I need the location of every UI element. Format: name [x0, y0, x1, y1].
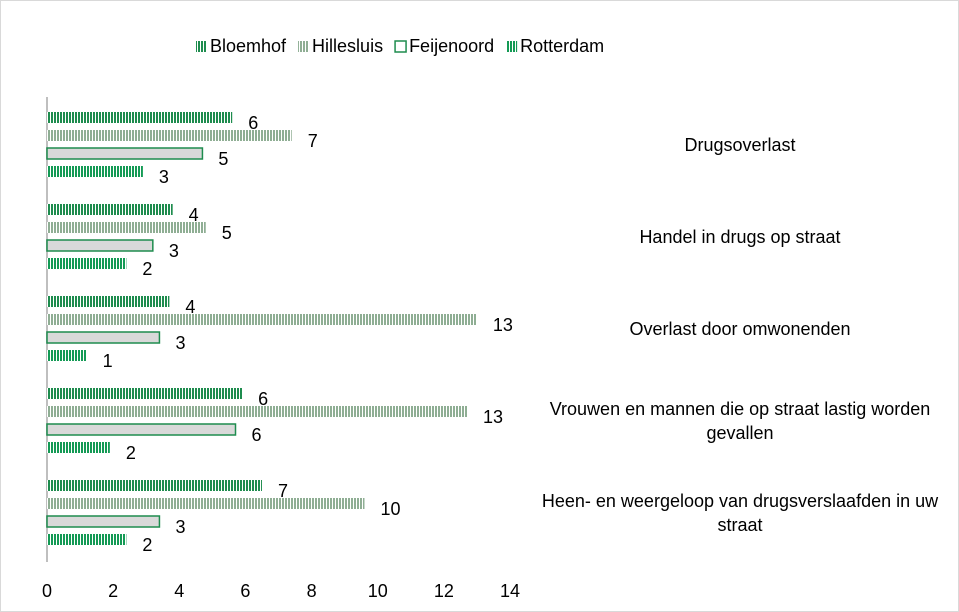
value-label: 2 — [142, 535, 152, 555]
value-label: 2 — [126, 443, 136, 463]
bar — [47, 166, 143, 177]
bar — [47, 112, 233, 123]
x-tick-label: 6 — [240, 581, 250, 601]
legend-swatch — [394, 40, 407, 53]
category-label: Overlast door omwonenden — [629, 319, 851, 339]
value-label: 2 — [142, 259, 152, 279]
value-label: 6 — [252, 425, 262, 445]
value-label: 13 — [483, 407, 503, 427]
bar — [47, 258, 127, 269]
legend-label: Rotterdam — [520, 36, 604, 56]
x-tick-label: 0 — [42, 581, 52, 601]
bar — [47, 296, 170, 307]
bar — [47, 534, 127, 545]
value-label: 6 — [258, 389, 268, 409]
value-label: 4 — [185, 297, 195, 317]
legend-swatch — [298, 41, 310, 52]
value-label: 7 — [308, 131, 318, 151]
x-tick-label: 2 — [108, 581, 118, 601]
value-label: 4 — [189, 205, 199, 225]
bar — [47, 314, 477, 325]
bar — [46, 331, 161, 344]
x-tick-label: 14 — [500, 581, 520, 601]
legend-label: Feijenoord — [409, 36, 494, 56]
value-label: 10 — [380, 499, 400, 519]
legend-label: Bloemhof — [210, 36, 287, 56]
value-label: 6 — [248, 113, 258, 133]
value-label: 3 — [159, 167, 169, 187]
bar — [47, 130, 292, 141]
bar — [46, 147, 204, 160]
legend-swatch — [506, 41, 518, 52]
x-tick-label: 10 — [368, 581, 388, 601]
x-tick-label: 4 — [174, 581, 184, 601]
bar — [46, 515, 161, 528]
bar — [47, 204, 173, 215]
value-label: 13 — [493, 315, 513, 335]
bar — [47, 222, 206, 233]
category-label: Vrouwen en mannen die op straat lastig w… — [549, 399, 931, 443]
value-label: 3 — [175, 333, 185, 353]
bar — [47, 350, 87, 361]
bar — [47, 406, 468, 417]
value-label: 5 — [218, 149, 228, 169]
legend-label: Hillesluis — [312, 36, 383, 56]
legend-swatch — [196, 41, 207, 52]
category-label: Handel in drugs op straat — [639, 227, 841, 247]
value-label: 3 — [175, 517, 185, 537]
value-label: 7 — [278, 481, 288, 501]
value-label: 5 — [222, 223, 232, 243]
value-label: 1 — [103, 351, 113, 371]
bar — [47, 388, 243, 399]
value-label: 3 — [169, 241, 179, 261]
bar — [46, 239, 154, 252]
category-label: Drugsoverlast — [684, 135, 796, 155]
bar — [47, 442, 110, 453]
category-label: Heen- en weergeloop van drugsverslaafden… — [541, 491, 939, 535]
bar — [47, 498, 365, 509]
bar — [47, 480, 262, 491]
x-tick-label: 8 — [307, 581, 317, 601]
x-tick-label: 12 — [434, 581, 454, 601]
bar — [46, 423, 237, 436]
